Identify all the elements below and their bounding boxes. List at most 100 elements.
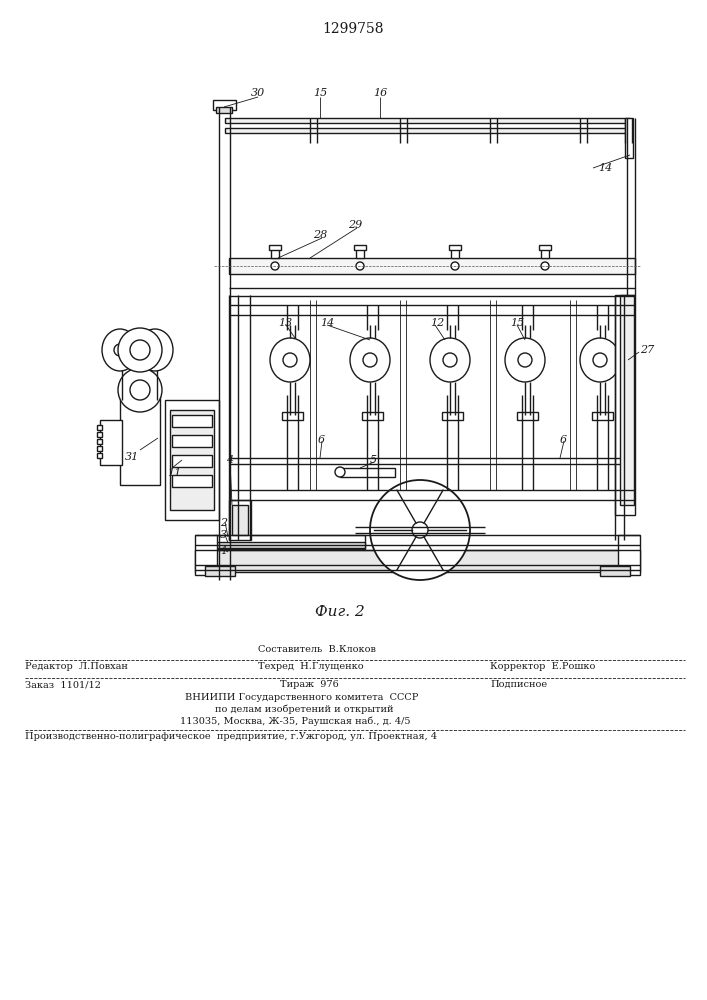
Circle shape [541, 262, 549, 270]
Text: Корректор  Е.Рошко: Корректор Е.Рошко [490, 662, 595, 671]
Bar [517, 412, 538, 420]
Bar [172, 435, 212, 447]
Bar [215, 542, 365, 548]
Text: 27: 27 [640, 345, 654, 355]
Bar [216, 107, 232, 113]
Bar [165, 400, 219, 520]
Ellipse shape [350, 338, 390, 382]
Text: Составитель  В.Клоков: Составитель В.Клоков [258, 645, 376, 654]
Circle shape [443, 353, 457, 367]
Bar [97, 432, 102, 437]
Bar [282, 412, 303, 420]
Circle shape [130, 340, 150, 360]
Bar [356, 248, 364, 258]
Bar [225, 118, 630, 123]
Bar [615, 295, 635, 515]
Text: 2: 2 [220, 518, 227, 528]
Bar [271, 248, 279, 258]
Text: 1299758: 1299758 [322, 22, 384, 36]
Bar [340, 468, 395, 477]
Bar [269, 245, 281, 250]
Circle shape [118, 368, 162, 412]
Bar [362, 412, 383, 420]
Text: 16: 16 [373, 88, 387, 98]
Ellipse shape [270, 338, 310, 382]
Circle shape [130, 380, 150, 400]
Bar [97, 439, 102, 444]
Text: 14: 14 [320, 318, 334, 328]
Bar [449, 245, 461, 250]
Text: 13: 13 [278, 318, 292, 328]
Text: 12: 12 [430, 318, 444, 328]
Text: 1: 1 [220, 546, 227, 556]
Bar [592, 412, 613, 420]
Ellipse shape [580, 338, 620, 382]
Text: Заказ  1101/12: Заказ 1101/12 [25, 680, 101, 689]
Text: ВНИИПИ Государственного комитета  СССР: ВНИИПИ Государственного комитета СССР [185, 693, 419, 702]
Bar [625, 118, 633, 158]
Circle shape [363, 353, 377, 367]
Text: 6: 6 [318, 435, 325, 445]
Circle shape [149, 344, 161, 356]
Circle shape [271, 262, 279, 270]
Ellipse shape [505, 338, 545, 382]
Bar [618, 535, 640, 575]
Ellipse shape [430, 338, 470, 382]
Bar [97, 453, 102, 458]
Text: 3: 3 [220, 530, 227, 540]
Text: 4: 4 [226, 455, 233, 465]
Bar [100, 420, 122, 465]
Text: 11: 11 [167, 468, 181, 478]
Circle shape [283, 353, 297, 367]
Text: Техред  Н.Глущенко: Техред Н.Глущенко [258, 662, 363, 671]
Ellipse shape [137, 329, 173, 371]
Circle shape [335, 467, 345, 477]
Bar [354, 245, 366, 250]
Text: Тираж  976: Тираж 976 [280, 680, 339, 689]
Circle shape [356, 262, 364, 270]
Text: 28: 28 [313, 230, 327, 240]
Text: Подписное: Подписное [490, 680, 547, 689]
Bar [442, 412, 463, 420]
Bar [195, 535, 217, 575]
Text: Фиг. 2: Фиг. 2 [315, 605, 365, 619]
Bar [620, 295, 634, 505]
Bar [541, 248, 549, 258]
Bar [97, 425, 102, 430]
Bar [172, 415, 212, 427]
Bar [195, 550, 640, 572]
Circle shape [118, 328, 162, 372]
Bar [97, 446, 102, 451]
Circle shape [114, 344, 126, 356]
Bar [225, 128, 630, 133]
Text: Редактор  Л.Повхан: Редактор Л.Повхан [25, 662, 128, 671]
Bar [215, 535, 365, 549]
Bar [205, 566, 235, 576]
Text: 31: 31 [125, 452, 139, 462]
Circle shape [370, 480, 470, 580]
Text: Производственно-полиграфическое  предприятие, г.Ужгород, ул. Проектная, 4: Производственно-полиграфическое предприя… [25, 732, 437, 741]
Text: 15: 15 [313, 88, 327, 98]
Bar [451, 248, 459, 258]
Text: по делам изобретений и открытий: по делам изобретений и открытий [215, 705, 394, 714]
Text: 29: 29 [348, 220, 362, 230]
Bar [170, 410, 214, 510]
Bar [539, 245, 551, 250]
Bar [229, 500, 251, 540]
Text: 14: 14 [598, 163, 612, 173]
Text: 6: 6 [560, 435, 567, 445]
Text: 30: 30 [251, 88, 265, 98]
Circle shape [451, 262, 459, 270]
Bar [600, 566, 630, 576]
Bar [213, 100, 236, 110]
Circle shape [518, 353, 532, 367]
Text: 5: 5 [370, 455, 377, 465]
Ellipse shape [102, 329, 138, 371]
Text: 15: 15 [510, 318, 525, 328]
Bar [120, 390, 160, 485]
Text: 113035, Москва, Ж-35, Раушская наб., д. 4/5: 113035, Москва, Ж-35, Раушская наб., д. … [180, 717, 411, 726]
Circle shape [412, 522, 428, 538]
Bar [172, 455, 212, 467]
Bar [172, 475, 212, 487]
Bar [232, 505, 248, 535]
